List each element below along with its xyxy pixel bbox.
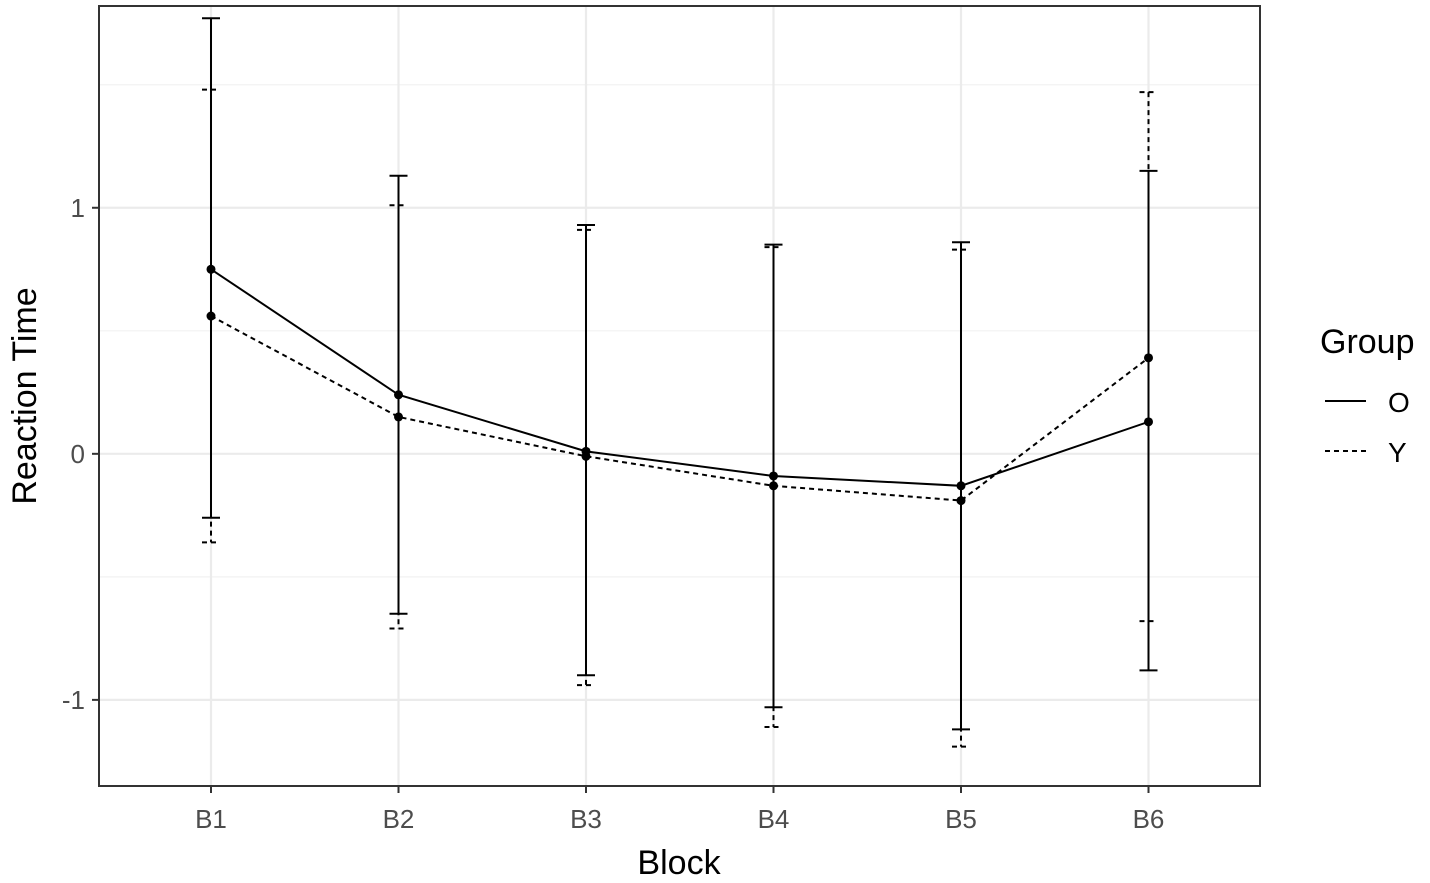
y-tick-label: -1 xyxy=(62,685,85,715)
data-point-o xyxy=(394,390,403,400)
y-tick-label: 1 xyxy=(71,193,85,223)
x-tick-label: B2 xyxy=(383,804,415,834)
series-lines xyxy=(210,268,1150,502)
data-point-y xyxy=(1144,353,1153,363)
legend-label-o: O xyxy=(1388,387,1410,418)
data-point-y xyxy=(956,496,966,506)
y-axis-title: Reaction Time xyxy=(6,287,44,504)
legend-label-y: Y xyxy=(1388,437,1407,468)
data-point-y xyxy=(769,481,778,491)
plot-panel-border xyxy=(98,5,1261,787)
data-point-y xyxy=(206,311,216,321)
data-point-o xyxy=(206,264,216,274)
x-tick-label: B4 xyxy=(758,804,790,834)
legend-title: Group xyxy=(1320,323,1415,361)
data-point-o xyxy=(581,446,591,456)
x-tick-label: B5 xyxy=(945,804,977,834)
data-point-o xyxy=(769,471,778,481)
x-tick-label: B6 xyxy=(1133,804,1165,834)
x-tick-label: B3 xyxy=(570,804,602,834)
axis-ticks: -1 0 1 B1 B2 B3 B4 B5 B6 xyxy=(62,193,1165,834)
data-points xyxy=(206,264,1153,506)
data-point-o xyxy=(956,481,966,491)
y-tick-label: 0 xyxy=(71,439,85,469)
x-tick-label: B1 xyxy=(195,804,227,834)
data-point-o xyxy=(1144,417,1153,427)
series-line-y xyxy=(210,315,1150,502)
error-bars xyxy=(202,17,1158,748)
legend: Group O Y xyxy=(1320,323,1415,468)
grid-lines xyxy=(99,6,1260,786)
data-point-y xyxy=(394,412,403,422)
series-line-o xyxy=(210,268,1149,487)
x-axis-title: Block xyxy=(637,844,721,882)
